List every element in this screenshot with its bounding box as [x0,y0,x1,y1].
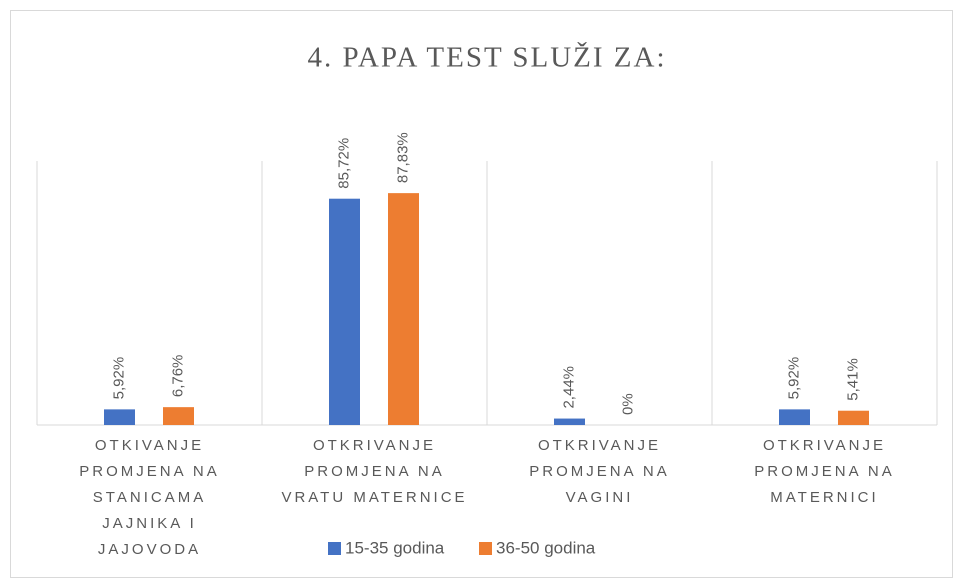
label-line: STANICAMA [93,489,206,506]
chart-border [10,10,953,578]
bar [329,198,360,425]
label-line: JAJOVODA [98,541,201,558]
label-line: OTKRIVANJE [763,437,886,454]
bar [388,193,419,425]
label-line: JAJNIKA I [102,515,197,532]
bar [554,418,585,425]
label-line: PROMJENA NA [529,463,670,480]
value-label: 6,76% [169,355,186,398]
value-label: 5,92% [110,357,127,400]
label-line: PROMJENA NA [754,463,895,480]
legend-swatch [328,542,341,555]
value-label: 5,41% [844,358,861,401]
chart-title: 4. PAPA TEST SLUŽI ZA: [307,41,666,74]
x-tick-label: OTKRIVANJE PROMJENA NA VAGINI [529,437,670,506]
label-line: OTKRIVANJE [538,437,661,454]
value-label: 85,72% [335,138,352,189]
label-line: VAGINI [566,489,634,506]
x-tick-label: OTKRIVANJE PROMJENA NA VRATU MATERNICE [281,437,467,506]
value-label: 5,92% [785,357,802,400]
bar [163,407,194,425]
label-line: VRATU MATERNICE [281,489,467,506]
bar [838,410,869,425]
legend-label: 15-35 godina [345,538,445,557]
label-line: PROMJENA NA [304,463,445,480]
bar [104,409,135,425]
label-line: OTKIVANJE [95,437,204,454]
x-tick-label: OTKRIVANJE PROMJENA NA MATERNICI [754,437,895,506]
label-line: PROMJENA NA [79,463,220,480]
label-line: OTKRIVANJE [313,437,436,454]
legend-label: 36-50 godina [496,538,596,557]
label-line: MATERNICI [770,489,878,506]
value-label: 2,44% [560,366,577,409]
value-label: 0% [619,393,636,415]
bar [779,409,810,425]
value-label: 87,83% [394,132,411,183]
x-tick-label: OTKIVANJE PROMJENA NA STANICAMA JAJNIKA I JA… [79,437,220,558]
legend-swatch [479,542,492,555]
